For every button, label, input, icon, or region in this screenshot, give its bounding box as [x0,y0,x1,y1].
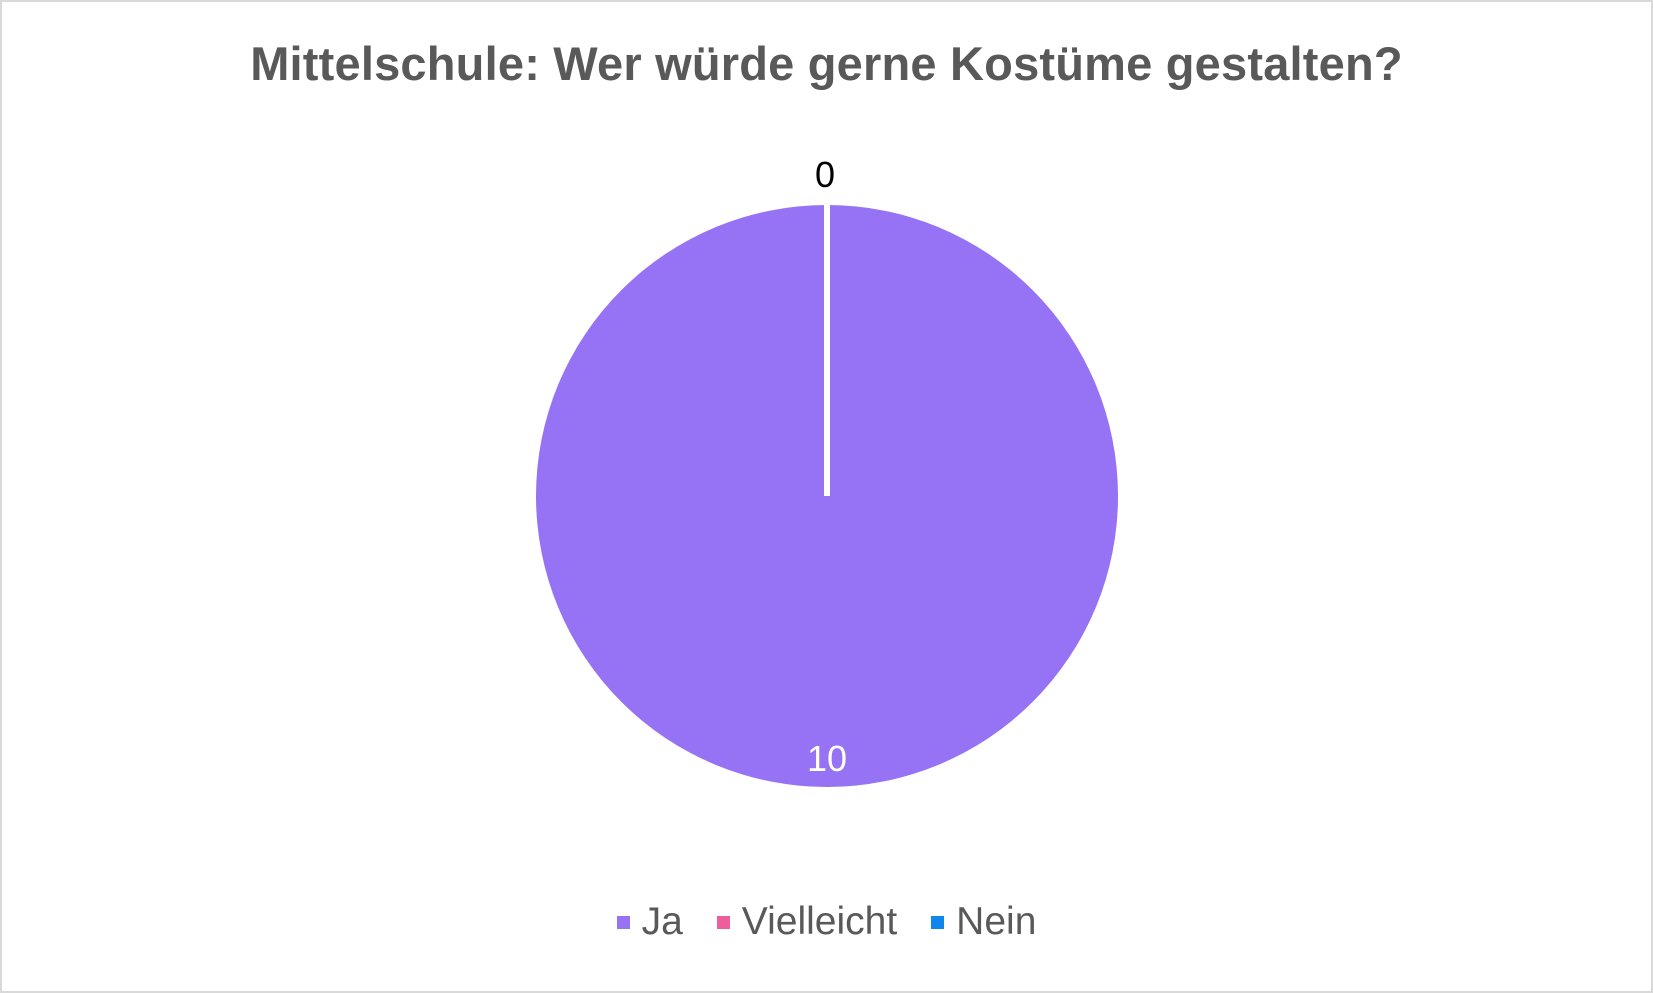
data-label-vielleicht-nein: 0 [815,154,835,195]
legend-item-ja: Ja [616,900,683,944]
legend-label: Nein [956,900,1037,943]
legend: Ja Vielleicht Nein [2,900,1651,944]
pie-slices [536,205,1118,787]
legend-item-nein: Nein [931,900,1036,944]
legend-swatch [616,915,630,929]
chart-title: Mittelschule: Wer würde gerne Kostüme ge… [250,37,1403,90]
data-label-ja: 10 [807,738,847,779]
legend-swatch [931,915,945,929]
pie-data-labels: 10 0 [807,154,847,779]
legend-label: Vielleicht [741,900,898,943]
legend-label: Ja [641,900,683,943]
legend-item-vielleicht: Vielleicht [716,900,898,944]
legend-swatch [716,915,730,929]
